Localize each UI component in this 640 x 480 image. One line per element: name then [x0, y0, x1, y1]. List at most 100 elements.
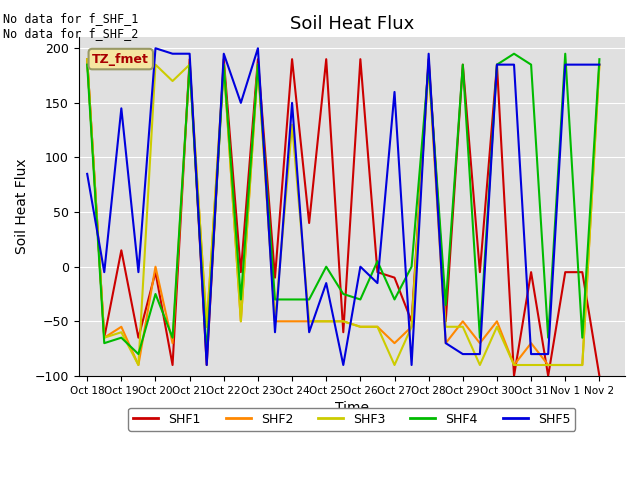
SHF3 — [527, 362, 535, 368]
SHF3 — [237, 318, 244, 324]
SHF4 — [356, 297, 364, 302]
SHF4 — [374, 258, 381, 264]
SHF5 — [356, 264, 364, 270]
SHF5 — [408, 362, 415, 368]
SHF2 — [305, 318, 313, 324]
SHF1 — [271, 275, 279, 280]
SHF5 — [493, 62, 500, 68]
Title: Soil Heat Flux: Soil Heat Flux — [290, 15, 414, 33]
SHF3 — [561, 362, 569, 368]
SHF5 — [100, 269, 108, 275]
Line: SHF4: SHF4 — [87, 54, 600, 354]
SHF2 — [271, 318, 279, 324]
SHF1 — [510, 373, 518, 379]
SHF3 — [356, 324, 364, 330]
SHF2 — [459, 318, 467, 324]
SHF5 — [390, 89, 398, 95]
SHF2 — [579, 362, 586, 368]
SHF2 — [356, 324, 364, 330]
SHF3 — [134, 362, 142, 368]
Text: TZ_fmet: TZ_fmet — [92, 53, 149, 66]
SHF2 — [408, 324, 415, 330]
SHF5 — [305, 329, 313, 335]
SHF2 — [100, 335, 108, 341]
SHF3 — [254, 62, 262, 68]
SHF2 — [476, 340, 484, 346]
SHF5 — [339, 362, 347, 368]
SHF1 — [561, 269, 569, 275]
SHF4 — [254, 62, 262, 68]
SHF5 — [510, 62, 518, 68]
SHF1 — [442, 318, 449, 324]
SHF4 — [459, 62, 467, 68]
SHF3 — [186, 62, 193, 68]
SHF1 — [339, 329, 347, 335]
SHF1 — [186, 56, 193, 62]
SHF2 — [527, 340, 535, 346]
SHF5 — [545, 351, 552, 357]
SHF4 — [510, 51, 518, 57]
SHF5 — [203, 362, 211, 368]
SHF3 — [390, 362, 398, 368]
SHF3 — [203, 324, 211, 330]
SHF1 — [356, 56, 364, 62]
SHF2 — [186, 62, 193, 68]
SHF1 — [305, 220, 313, 226]
SHF5 — [596, 62, 604, 68]
Line: SHF1: SHF1 — [87, 59, 600, 376]
SHF4 — [442, 302, 449, 308]
SHF3 — [169, 78, 177, 84]
SHF1 — [83, 56, 91, 62]
SHF5 — [527, 351, 535, 357]
SHF4 — [152, 291, 159, 297]
SHF1 — [203, 362, 211, 368]
SHF1 — [374, 269, 381, 275]
SHF2 — [203, 324, 211, 330]
SHF5 — [271, 329, 279, 335]
SHF5 — [288, 100, 296, 106]
Y-axis label: Soil Heat Flux: Soil Heat Flux — [15, 159, 29, 254]
SHF1 — [527, 269, 535, 275]
SHF1 — [323, 56, 330, 62]
Line: SHF2: SHF2 — [87, 59, 600, 365]
SHF2 — [220, 62, 228, 68]
SHF4 — [271, 297, 279, 302]
SHF3 — [425, 62, 433, 68]
SHF2 — [288, 318, 296, 324]
SHF5 — [220, 51, 228, 57]
SHF1 — [425, 56, 433, 62]
SHF1 — [254, 56, 262, 62]
SHF2 — [374, 324, 381, 330]
SHF1 — [220, 56, 228, 62]
X-axis label: Time: Time — [335, 401, 369, 415]
SHF5 — [561, 62, 569, 68]
SHF4 — [288, 297, 296, 302]
SHF5 — [323, 280, 330, 286]
SHF1 — [408, 318, 415, 324]
SHF3 — [339, 318, 347, 324]
SHF4 — [527, 62, 535, 68]
SHF5 — [254, 46, 262, 51]
SHF2 — [169, 340, 177, 346]
SHF3 — [83, 56, 91, 62]
SHF4 — [169, 335, 177, 341]
SHF3 — [220, 62, 228, 68]
Text: No data for f_SHF_1
No data for f_SHF_2: No data for f_SHF_1 No data for f_SHF_2 — [3, 12, 139, 40]
SHF2 — [493, 318, 500, 324]
SHF4 — [579, 335, 586, 341]
SHF1 — [100, 335, 108, 341]
SHF2 — [390, 340, 398, 346]
SHF2 — [83, 56, 91, 62]
SHF3 — [493, 324, 500, 330]
SHF5 — [237, 100, 244, 106]
SHF1 — [596, 373, 604, 379]
SHF2 — [254, 62, 262, 68]
SHF5 — [152, 46, 159, 51]
SHF5 — [476, 351, 484, 357]
SHF1 — [152, 269, 159, 275]
SHF4 — [561, 51, 569, 57]
SHF1 — [459, 62, 467, 68]
SHF2 — [152, 264, 159, 270]
SHF2 — [442, 340, 449, 346]
SHF3 — [579, 362, 586, 368]
